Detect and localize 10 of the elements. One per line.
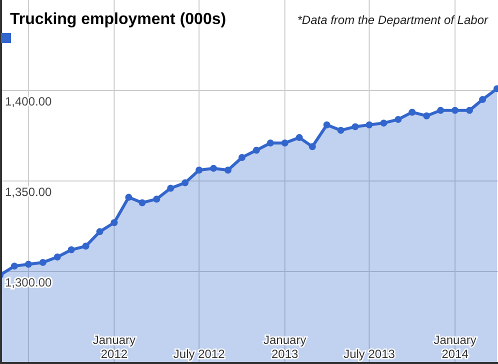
y-tick-label: 1,350.00	[5, 185, 52, 199]
x-tick-label: January 2012	[92, 333, 136, 361]
x-tick-label: July 2012	[173, 347, 226, 361]
x-tick-label: January 2014	[434, 333, 476, 361]
x-tick-label: July 2013	[344, 347, 396, 361]
y-tick-label: 1,300.00	[5, 276, 52, 290]
x-tick-label: January 2013	[264, 333, 306, 361]
y-tick-label: 1,400.00	[5, 94, 52, 108]
annotation: *Data from the Department of Labor	[297, 13, 489, 27]
text: Trucking employment (000s)	[10, 11, 226, 28]
